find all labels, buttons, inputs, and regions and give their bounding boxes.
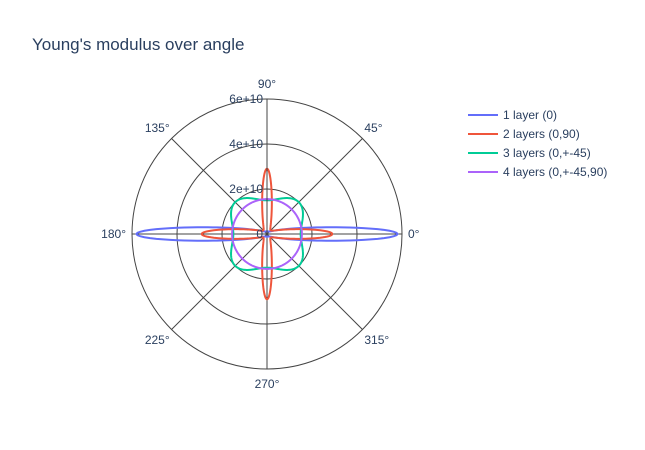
angular-tick-label-2: 90°: [258, 77, 276, 91]
angular-tick-label-5: 225°: [145, 333, 170, 347]
angular-grid-line-7: [266, 233, 363, 330]
angular-grid-line-3: [171, 138, 268, 235]
angular-tick-label-6: 270°: [255, 377, 280, 391]
series-line-1: [135, 226, 399, 242]
radial-tick-label-0: 0: [256, 227, 263, 241]
legend-label-4[interactable]: 4 layers (0,+-45,90): [503, 165, 607, 179]
series-line-2: [200, 167, 334, 301]
angular-tick-label-4: 180°: [101, 227, 126, 241]
angular-tick-label-0: 0°: [408, 227, 420, 241]
legend-label-1[interactable]: 1 layer (0): [503, 108, 557, 122]
radial-tick-label-2: 4e+10: [229, 137, 263, 151]
legend-label-2[interactable]: 2 layers (0,90): [503, 127, 580, 141]
legend: 1 layer (0) 2 layers (0,90) 3 layers (0,+-…: [468, 108, 607, 179]
radial-tick-label-1: 2e+10: [229, 182, 263, 196]
legend-label-3[interactable]: 3 layers (0,+-45): [503, 146, 591, 160]
series-line-3: [230, 197, 304, 271]
tick-labels: 0 2e+10 4e+10 6e+10 0° 45° 90° 135° 180° 225° 270°…: [101, 77, 420, 391]
angular-grid-line-1: [266, 138, 363, 235]
angular-tick-label-1: 45°: [364, 121, 382, 135]
series-layer: [135, 167, 399, 301]
angular-tick-label-7: 315°: [364, 333, 389, 347]
series-line-4: [231, 198, 303, 270]
radial-tick-label-3: 6e+10: [229, 92, 263, 106]
angular-tick-label-3: 135°: [145, 121, 170, 135]
angular-grid-line-5: [171, 233, 268, 330]
chart-title: Young's modulus over angle: [32, 35, 244, 54]
